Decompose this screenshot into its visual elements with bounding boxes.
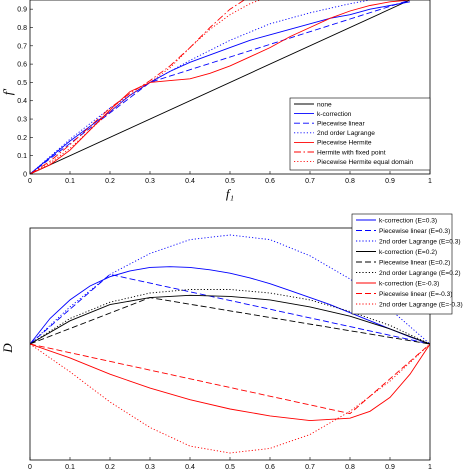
series-line-none [30, 0, 411, 174]
x-tick-label: 0.8 [345, 464, 355, 471]
legend-label-2nd-order-lagrange-e-0-3: 2nd order Lagrange (E=-0.3) [379, 301, 463, 308]
x-tick-label: 0.4 [185, 178, 195, 185]
series-line-piecewise-hermite-equal-domain [30, 0, 262, 174]
series-line-piecewise-linear-e-0-3 [30, 343, 430, 415]
x-tick-label: 1 [428, 464, 432, 471]
y-tick-label: 0.9 [17, 7, 27, 14]
legend-label-piecewise-linear-e-0-3: Piecewise linear (E=-0.3) [379, 291, 452, 298]
legend-label-2nd-order-lagrange-e-0-3: 2nd order Lagrange (E=0.3) [379, 238, 461, 245]
series-line-piecewise-linear-e-0-2 [30, 297, 430, 345]
x-tick-label: 0.1 [65, 178, 75, 185]
series-line-piecewise-linear-e-0-3 [30, 273, 430, 345]
legend-label-piecewise-linear-e-0-2: Piecewise linear (E=0.2) [379, 259, 450, 266]
legend-label-2nd-order-lagrange-e-0-2: 2nd order Lagrange (E=0.2) [379, 270, 461, 277]
x-tick-label: 0.6 [265, 178, 275, 185]
legend-label-hermite-with-fixed-point: Hermite with fixed point [317, 149, 386, 156]
legend-label-piecewise-linear: Piecewise linear [317, 121, 365, 128]
top-legend: none k-correction Piecewise linear 2nd orde… [289, 97, 431, 171]
x-tick-label: 0 [28, 464, 32, 471]
legend-label-piecewise-linear-e-0-3: Piecewise linear (E=0.3) [379, 228, 450, 235]
series-line-2nd-order-lagrange-e-0-3 [30, 234, 430, 345]
y-tick-label: 0.7 [17, 43, 27, 50]
x-tick-label: 0.1 [65, 464, 75, 471]
top-plot-area [30, 0, 411, 174]
y-tick-label: 0.4 [17, 98, 27, 105]
x-tick-label: 0.5 [225, 178, 235, 185]
x-tick-label: 0 [28, 178, 32, 185]
series-line-2nd-order-lagrange-e-0-2 [30, 289, 430, 345]
bottom-chart-d: 0 0.1 0.2 0.3 0.4 0.5 0.6 0.7 0.8 0.9 1 k-correcti… [0, 213, 463, 471]
series-line-k-correction-e-0-2 [30, 294, 430, 345]
bottom-plot-area [30, 234, 430, 454]
legend-label-k-correction-e-0-3: k-correction (E=0.3) [379, 217, 437, 224]
top-axes: 0 0.1 0.2 0.3 0.4 0.5 0.6 0.7 0.8 0.9 1 0 0.1 0.2 0.3 0… [17, 0, 432, 185]
y-tick-label: 0.3 [17, 117, 27, 124]
y-tick-label: 0.8 [17, 25, 27, 32]
legend-box [289, 97, 431, 171]
series-line-k-correction-e-0-3 [30, 266, 430, 345]
top-chart-f-prime-vs-f1: 0 0.1 0.2 0.3 0.4 0.5 0.6 0.7 0.8 0.9 1 0 0.1 0.2 0.3 0… [0, 0, 432, 201]
x-tick-label: 0.6 [265, 464, 275, 471]
bottom-legend: k-correction (E=0.3) Piecewise linear (E=… [351, 213, 463, 315]
x-tick-label: 0.2 [105, 464, 115, 471]
y-tick-label: 0.5 [17, 80, 27, 87]
series-line-piecewise-linear [30, 0, 411, 174]
top-y-axis-label: f' [0, 89, 15, 96]
legend-label-k-correction: k-correction [317, 111, 352, 118]
series-lines [30, 0, 411, 174]
legend-label-k-correction-e-0-2: k-correction (E=0.2) [379, 249, 437, 256]
series-line-2nd-order-lagrange-e-0-3 [30, 343, 430, 454]
x-tick-label: 0.4 [185, 464, 195, 471]
x-tick-label: 0.7 [305, 464, 315, 471]
legend-label-2nd-order-lagrange: 2nd order Lagrange [317, 130, 375, 137]
x-tick-label: 1 [428, 178, 432, 185]
y-tick-label: 0 [23, 172, 27, 179]
x-tick-label: 0.9 [385, 464, 395, 471]
x-tick-label: 0.3 [145, 178, 155, 185]
y-tick-label: 0.1 [17, 153, 27, 160]
top-x-axis-label: f₁ [226, 186, 234, 201]
legend-label-piecewise-hermite: Piecewise Hermite [317, 140, 372, 147]
y-tick-label: 0.6 [17, 62, 27, 69]
legend-label-none: none [317, 101, 332, 108]
x-tick-label: 0.5 [225, 464, 235, 471]
legend-label-k-correction-e-0-3: k-correction (E=-0.3) [379, 280, 439, 287]
x-tick-label: 0.3 [145, 464, 155, 471]
bottom-axes: 0 0.1 0.2 0.3 0.4 0.5 0.6 0.7 0.8 0.9 1 [28, 227, 432, 471]
series-line-hermite-with-fixed-point [30, 0, 246, 174]
bottom-y-axis-label: D [0, 343, 15, 354]
series-line-piecewise-hermite [30, 0, 411, 174]
series-line-k-correction-e-0-3 [30, 343, 430, 422]
series-line-k-correction [30, 1, 411, 174]
y-tick-label: 0.2 [17, 135, 27, 142]
x-tick-label: 0.2 [105, 178, 115, 185]
series-lines [30, 234, 430, 454]
x-tick-label: 0.7 [305, 178, 315, 185]
legend-label-piecewise-hermite-equal-domain: Piecewise Hermite equal domain [317, 159, 413, 166]
x-tick-label: 0.9 [385, 178, 395, 185]
x-tick-label: 0.8 [345, 178, 355, 185]
